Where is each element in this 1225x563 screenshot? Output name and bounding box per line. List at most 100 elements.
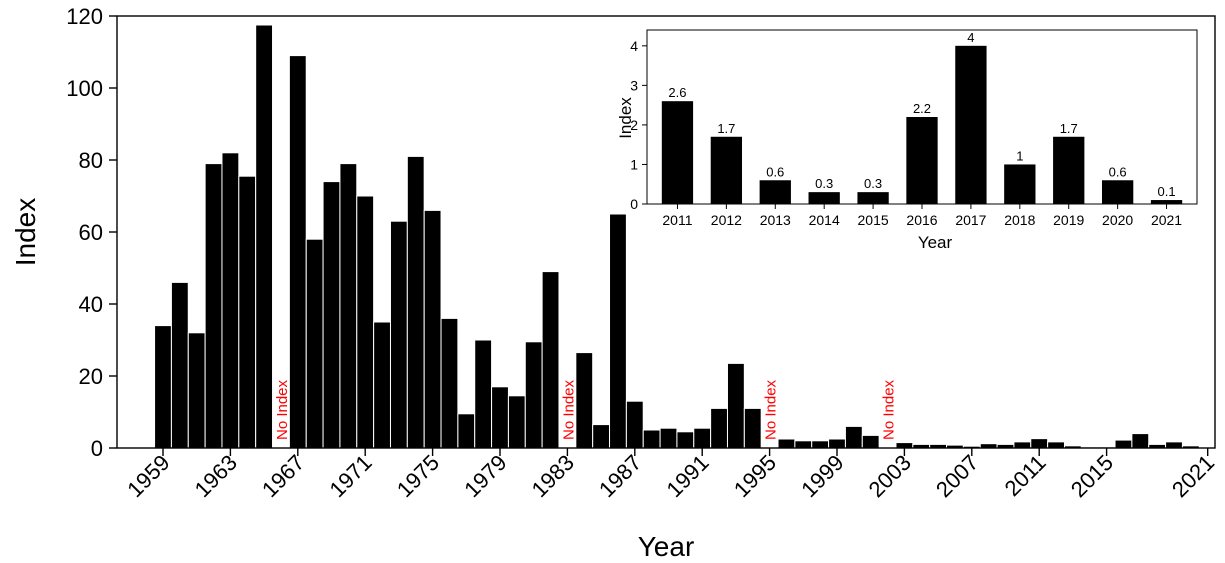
inset-x-tick-label: 2016 — [906, 212, 937, 228]
x-tick-label: 2003 — [864, 450, 916, 502]
inset-x-tick-label: 2017 — [955, 212, 986, 228]
bar-1960 — [170, 281, 189, 449]
y-axis-label: Index — [10, 198, 41, 267]
y-tick-label: 60 — [79, 220, 103, 245]
bar-2019 — [1165, 441, 1183, 449]
bar-1971 — [356, 195, 375, 449]
bar-1989 — [659, 427, 678, 449]
bar-1964 — [238, 175, 257, 449]
no-index-annotation: No Index — [881, 379, 898, 440]
x-tick-label: 1975 — [392, 450, 444, 502]
bar-1973 — [389, 220, 408, 449]
bar-1986 — [609, 213, 627, 449]
x-tick-label: 1991 — [661, 450, 713, 502]
no-index-annotation: No Index — [763, 379, 780, 440]
bar-1965 — [255, 24, 274, 449]
bar-1992 — [710, 407, 728, 449]
x-tick-label: 1987 — [594, 450, 646, 502]
inset-x-tick-label: 2021 — [1151, 212, 1182, 228]
x-tick-label: 2011 — [1000, 450, 1051, 501]
bar-1962 — [204, 163, 223, 449]
bar-1974 — [406, 155, 425, 449]
inset-bar-2018 — [1004, 164, 1036, 204]
inset-chart: 2.620111.720120.620130.320140.320152.220… — [616, 29, 1198, 252]
y-tick-label: 120 — [66, 4, 103, 29]
bar-2011 — [1030, 438, 1049, 449]
inset-x-axis-label: Year — [918, 233, 953, 252]
bar-1980 — [507, 395, 526, 449]
bar-1988 — [642, 429, 661, 449]
inset-data-label: 1.7 — [1060, 121, 1078, 136]
bar-2003 — [895, 442, 914, 449]
no-index-annotation: No Index — [274, 379, 291, 440]
inset-data-label: 0.3 — [815, 176, 833, 191]
inset-bar-2020 — [1101, 180, 1134, 204]
inset-data-label: 0.3 — [864, 176, 882, 191]
bar-1968 — [305, 238, 324, 449]
bar-1987 — [625, 400, 644, 449]
inset-y-axis-label: Index — [616, 97, 635, 139]
y-tick-label: 80 — [79, 148, 103, 173]
inset-y-tick-label: 0 — [630, 196, 638, 212]
inset-data-label: 4 — [967, 30, 974, 45]
inset-x-tick-label: 2019 — [1053, 212, 1084, 228]
inset-bar-2016 — [906, 117, 938, 204]
bar-1999 — [828, 438, 846, 449]
inset-bar-2012 — [710, 136, 743, 204]
bar-2001 — [861, 434, 880, 449]
x-axis-label: Year — [638, 531, 695, 562]
y-tick-label: 20 — [79, 364, 103, 389]
y-tick-label: 100 — [66, 76, 103, 101]
inset-data-label: 2.6 — [668, 85, 686, 100]
inset-bar-2017 — [955, 45, 987, 204]
bar-1997 — [794, 440, 813, 449]
inset-x-tick-label: 2014 — [809, 212, 840, 228]
inset-data-label: 1.7 — [717, 121, 735, 136]
bar-1990 — [676, 431, 695, 449]
inset-y-tick-label: 2 — [630, 117, 638, 133]
bar-1996 — [777, 438, 796, 449]
bar-2010 — [1013, 441, 1032, 449]
bar-1970 — [339, 163, 358, 449]
bar-1981 — [524, 341, 543, 449]
y-tick-label: 40 — [79, 292, 103, 317]
inset-data-label: 0.6 — [766, 164, 784, 179]
inset-bar-2013 — [759, 180, 791, 204]
x-tick-label: 2007 — [931, 450, 983, 502]
inset-x-tick-label: 2013 — [760, 212, 791, 228]
inset-data-label: 1 — [1016, 148, 1023, 163]
bar-1993 — [726, 362, 745, 449]
bar-1978 — [474, 339, 493, 449]
no-index-annotation: No Index — [560, 379, 577, 440]
bar-2000 — [844, 425, 863, 449]
bar-2016 — [1114, 439, 1133, 449]
bar-1959 — [154, 325, 172, 449]
bar-1984 — [575, 352, 594, 449]
inset-bar-2011 — [661, 101, 694, 204]
bar-1998 — [811, 440, 830, 449]
inset-y-tick-label: 3 — [630, 77, 638, 93]
bar-1963 — [221, 152, 240, 449]
inset-x-tick-label: 2020 — [1102, 212, 1133, 228]
bar-1976 — [440, 317, 459, 449]
bar-2012 — [1047, 441, 1065, 449]
bar-1967 — [288, 55, 307, 449]
inset-x-tick-label: 2018 — [1004, 212, 1035, 228]
inset-bar-2021 — [1150, 200, 1183, 204]
x-tick-label: 1971 — [324, 450, 376, 502]
bar-1961 — [187, 332, 206, 449]
y-tick-label: 0 — [91, 436, 103, 461]
bar-1979 — [491, 386, 509, 449]
x-tick-label: 2015 — [1066, 450, 1118, 502]
inset-x-tick-label: 2015 — [858, 212, 889, 228]
x-tick-label: 1999 — [796, 450, 848, 502]
inset-y-tick-label: 4 — [630, 38, 638, 54]
x-tick-label: 1979 — [459, 450, 511, 502]
inset-x-tick-label: 2011 — [662, 212, 692, 228]
inset-bar-2014 — [808, 192, 840, 204]
inset-bar-2019 — [1053, 136, 1085, 204]
x-tick-label: 1983 — [527, 450, 579, 502]
inset-data-label: 0.6 — [1109, 164, 1127, 179]
inset-y-tick-label: 1 — [630, 156, 638, 172]
